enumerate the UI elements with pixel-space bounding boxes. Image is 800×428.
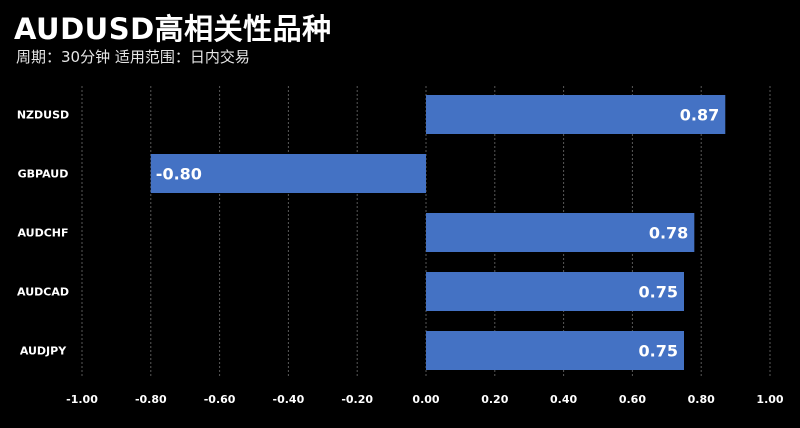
x-tick-label: -0.40 (273, 393, 305, 406)
category-label: AUDCHF (17, 227, 68, 240)
x-tick-label: 0.80 (688, 393, 715, 406)
x-tick-label: -0.60 (204, 393, 236, 406)
x-tick-label: 0.60 (619, 393, 646, 406)
x-tick-label: 0.00 (412, 393, 439, 406)
data-labels: 0.87 -0.80 0.78 0.75 0.75 (156, 106, 719, 361)
x-tick-labels: -1.00 -0.80 -0.60 -0.40 -0.20 0.00 0.20 0.40 0.6… (66, 393, 784, 406)
category-label: GBPAUD (18, 168, 69, 181)
chart-title: AUDUSD高相关性品种 (14, 12, 332, 46)
bars (150, 95, 726, 370)
data-label: 0.75 (639, 342, 678, 361)
category-labels: NZDUSD GBPAUD AUDCHF AUDCAD AUDJPY (17, 109, 69, 358)
bar-audchf (426, 213, 695, 252)
data-label: 0.78 (649, 224, 688, 243)
data-label: 0.75 (639, 283, 678, 302)
category-label: AUDCAD (17, 286, 69, 299)
category-label: AUDJPY (20, 345, 67, 358)
x-tick-label: 1.00 (756, 393, 783, 406)
bar-nzdusd (426, 95, 726, 134)
bar-audjpy (426, 331, 684, 370)
x-tick-label: 0.40 (550, 393, 577, 406)
chart-subtitle: 周期：30分钟 适用范围：日内交易 (16, 48, 250, 66)
x-tick-label: -1.00 (66, 393, 98, 406)
bar-audcad (426, 272, 684, 311)
bar-gbpaud (150, 154, 427, 193)
data-label: 0.87 (680, 106, 719, 125)
x-tick-label: 0.20 (481, 393, 508, 406)
category-label: NZDUSD (17, 109, 69, 122)
x-tick-label: -0.80 (135, 393, 167, 406)
data-label: -0.80 (156, 165, 202, 184)
x-tick-label: -0.20 (341, 393, 373, 406)
